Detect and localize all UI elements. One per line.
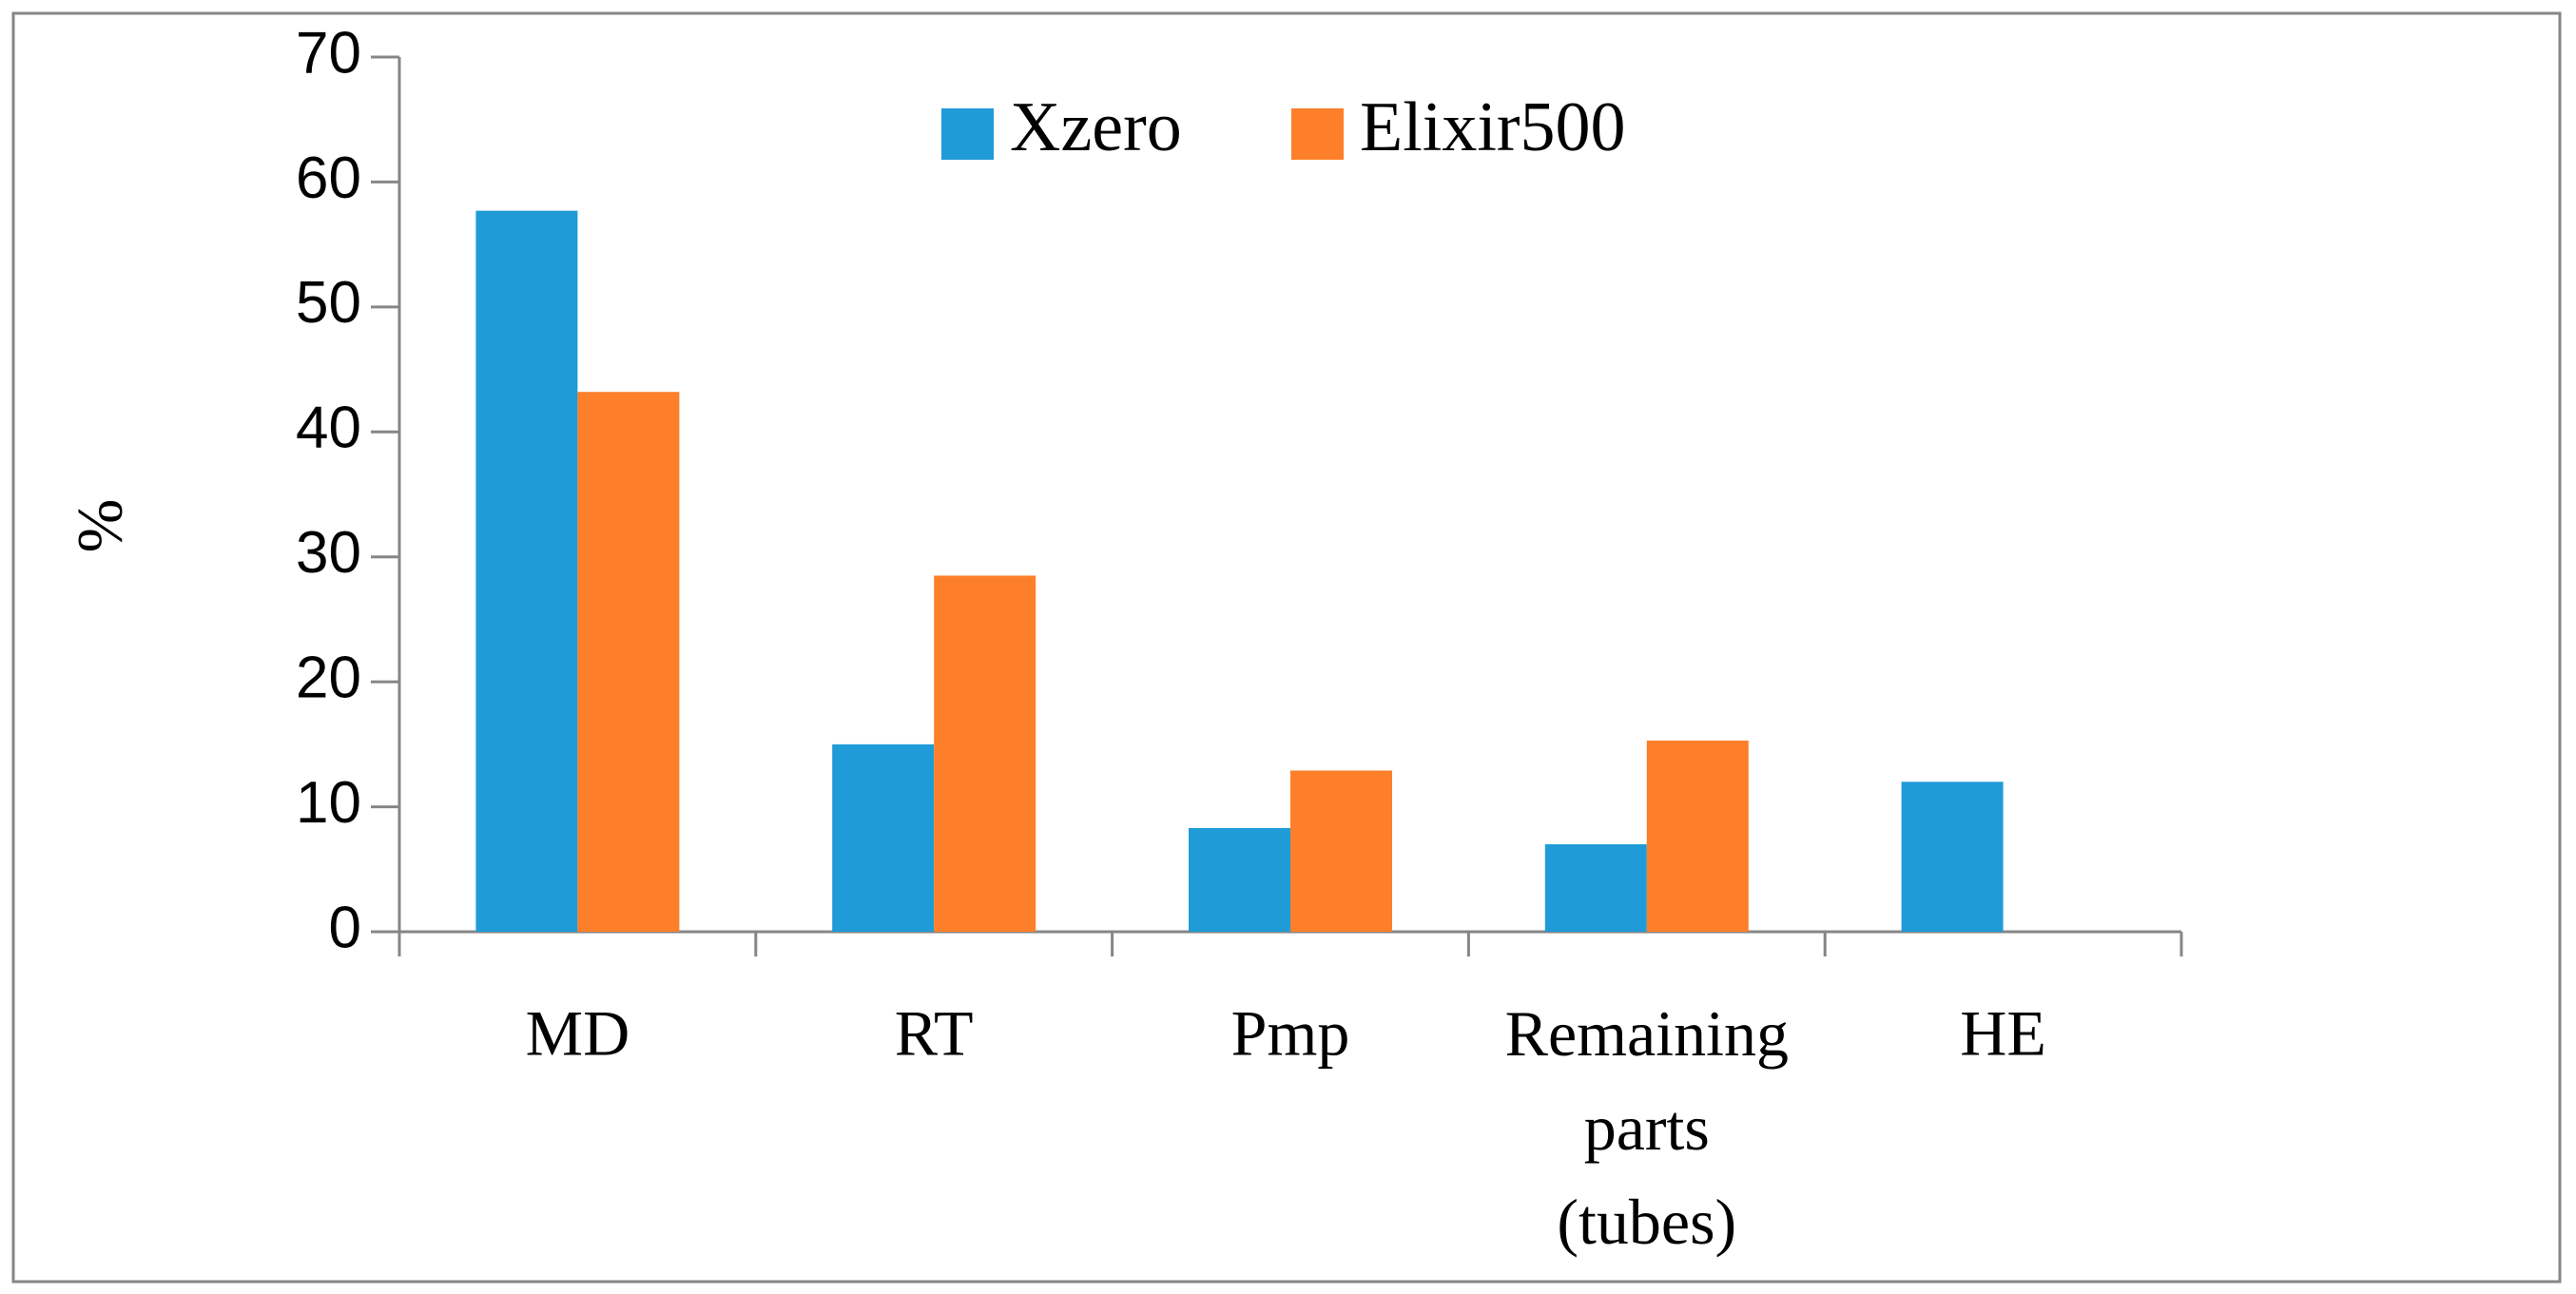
- bar: [1901, 782, 2004, 932]
- bar: [934, 575, 1036, 932]
- y-tick-label: 10: [296, 770, 361, 836]
- y-tick-label: 40: [296, 396, 361, 461]
- y-axis-label: %: [64, 499, 136, 553]
- legend-swatch: [941, 108, 994, 160]
- bar: [832, 744, 935, 932]
- y-tick-label: 30: [296, 520, 361, 586]
- y-tick-label: 0: [329, 895, 361, 960]
- x-tick-label: Pmp: [1231, 997, 1350, 1070]
- legend-label: Xzero: [1010, 88, 1182, 166]
- bar: [1544, 844, 1647, 932]
- x-tick-label: Remaining parts (tubes): [1505, 997, 1789, 1258]
- y-tick-label: 50: [296, 270, 361, 336]
- bar: [1189, 827, 1290, 932]
- x-tick-label: MD: [526, 997, 630, 1070]
- legend-label: Elixir500: [1360, 88, 1626, 166]
- bar: [577, 392, 680, 932]
- bar: [475, 210, 578, 932]
- legend-swatch: [1291, 108, 1344, 160]
- x-tick-label: RT: [895, 997, 974, 1070]
- bar: [1290, 770, 1392, 932]
- y-tick-label: 70: [296, 20, 361, 86]
- y-tick-label: 60: [296, 145, 361, 211]
- bar: [1646, 740, 1749, 932]
- chart-frame: [11, 11, 2562, 1284]
- y-tick-label: 20: [296, 646, 361, 711]
- x-tick-label: HE: [1960, 997, 2046, 1070]
